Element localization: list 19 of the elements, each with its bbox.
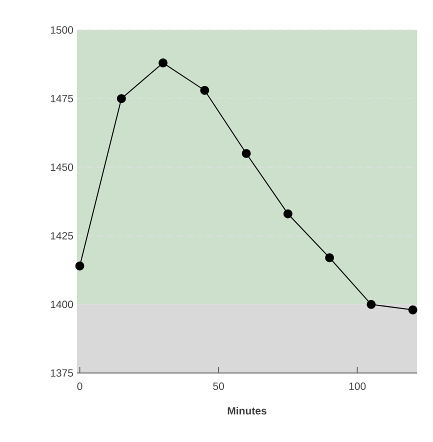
point — [283, 209, 292, 218]
point — [200, 86, 210, 95]
point — [325, 253, 334, 262]
y-tick-label: 1400 — [50, 300, 74, 308]
point — [158, 58, 168, 68]
point — [242, 148, 251, 158]
x-axis-title: Minutes — [228, 406, 266, 415]
y-tick-label: 1375 — [50, 369, 74, 377]
x-tick-label: 100 — [349, 382, 366, 390]
x-tick-label: 0 — [77, 382, 82, 390]
point — [75, 261, 84, 270]
y-tick-label: 1450 — [50, 163, 74, 171]
y-tick-label: 1475 — [50, 94, 74, 102]
y-tick-label: 1425 — [50, 232, 74, 240]
point — [366, 300, 376, 309]
point — [408, 305, 418, 314]
x-tick-label: 50 — [213, 382, 224, 390]
y-tick-label: 1500 — [50, 26, 74, 34]
point — [116, 94, 126, 104]
